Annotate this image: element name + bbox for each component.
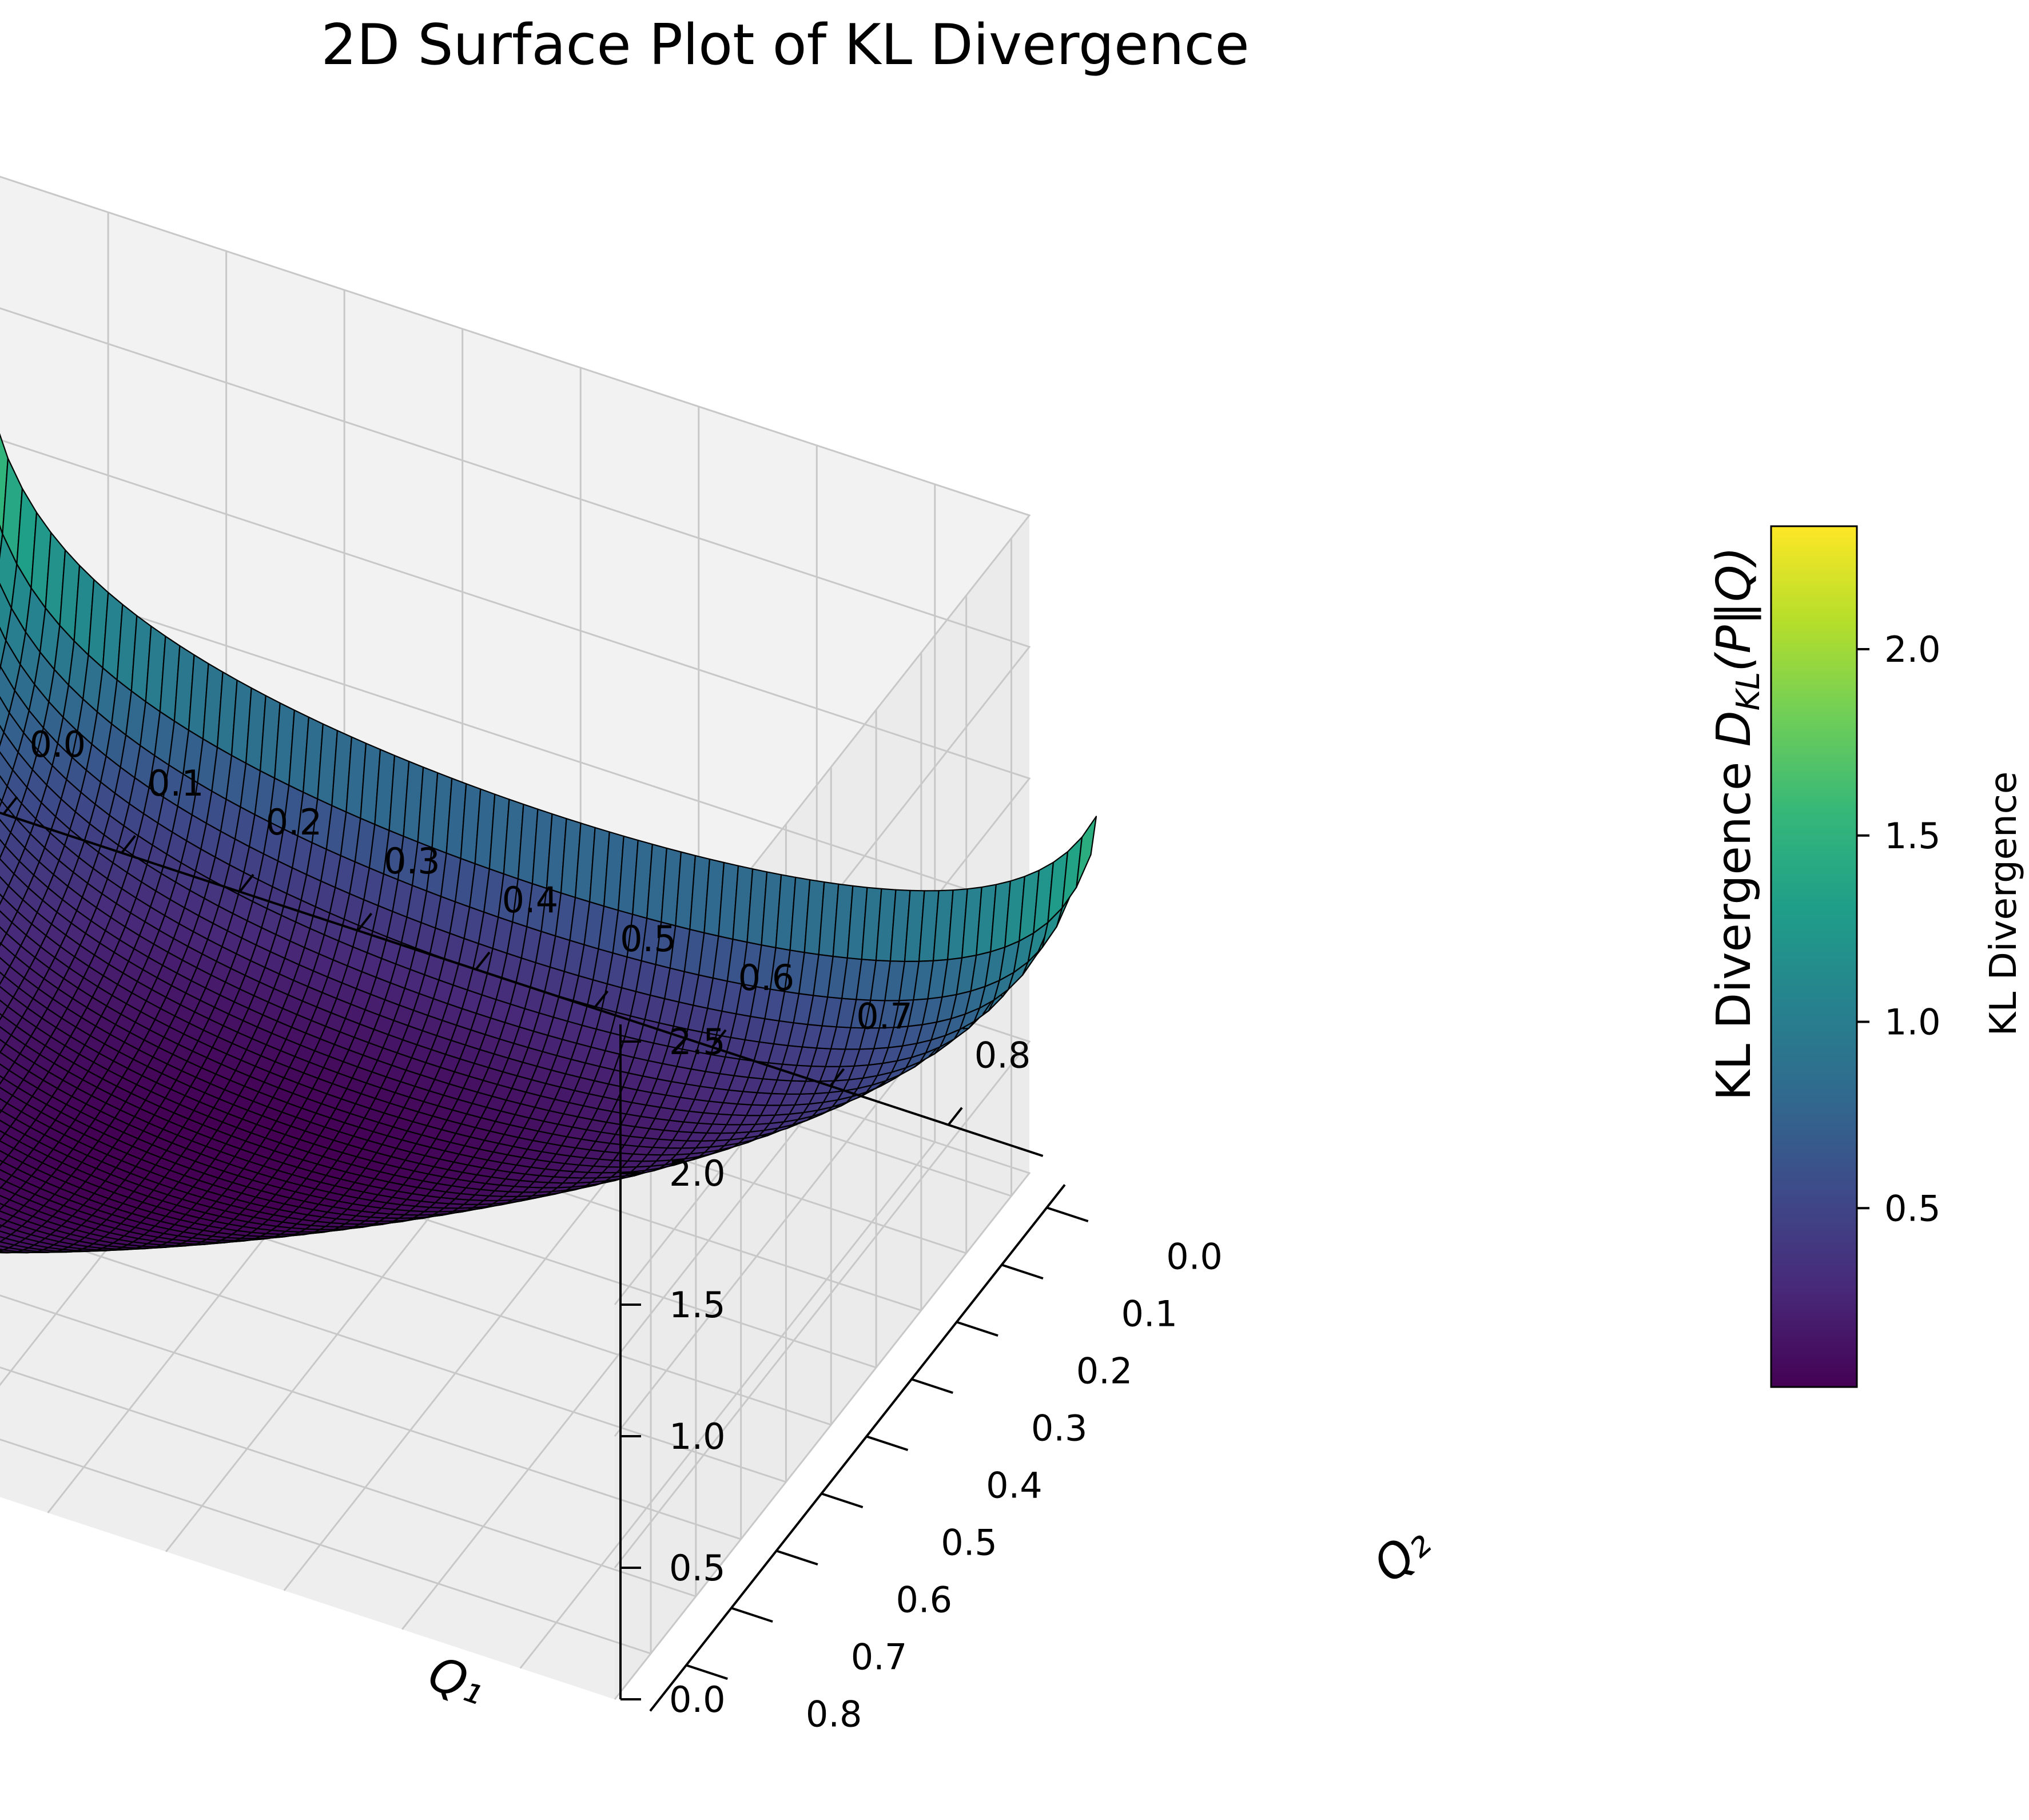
floor-grid-line-q2 <box>0 1366 697 1598</box>
y-tick-label: 0.3 <box>1031 1407 1088 1449</box>
x-tick-label: 0.1 <box>148 762 204 804</box>
y-tick-mark <box>911 1378 953 1394</box>
x-tick-mark <box>238 873 254 893</box>
z-axis-label-prefix: KL Divergence <box>1707 747 1761 1101</box>
y-tick-mark <box>866 1435 909 1452</box>
z-axis-label-subscript: KL <box>1730 672 1767 711</box>
floor-grid-line-q2 <box>0 1294 742 1540</box>
chart-title: 2D Surface Plot of KL Divergence <box>321 13 1249 78</box>
floor-grid-line-q2 <box>0 1438 651 1655</box>
colorbar-label: KL Divergence <box>1983 772 2025 1036</box>
y-tick-mark <box>1046 1206 1089 1223</box>
z-tick-label: 2.5 <box>669 1021 726 1063</box>
y-tick-mark <box>821 1492 864 1509</box>
x-axis-ticks: 0.0 0.1 0.2 0.3 0.4 0.5 0.6 0.7 0.8 <box>2 724 1031 1126</box>
kl-surface <box>0 433 1097 1254</box>
x-tick-mark <box>357 912 373 932</box>
y-axis-ticks: 0.0 0.1 0.2 0.3 0.4 0.5 0.6 0.7 0.8 <box>686 1206 1223 1735</box>
colorbar-ticks: 0.5 1.0 1.5 2.0 <box>1857 629 1941 1229</box>
x-tick-label: 0.7 <box>856 996 913 1038</box>
z-axis-ticks: 0.0 0.5 1.0 1.5 2.0 2.5 <box>620 1021 726 1720</box>
x-tick-mark <box>947 1107 963 1126</box>
x-tick-mark <box>711 1029 727 1048</box>
colorbar-tick-label: 1.5 <box>1884 815 1941 857</box>
x-tick-label: 0.2 <box>266 801 323 843</box>
x-tick-mark <box>121 835 136 854</box>
y-tick-label: 0.6 <box>896 1579 952 1620</box>
x-tick-label: 0.3 <box>384 840 440 882</box>
colorbar-tick-label: 2.0 <box>1884 629 1941 670</box>
floor-grid-line-q1 <box>401 1102 818 1630</box>
z-tick-label: 1.0 <box>669 1416 726 1457</box>
x-axis-label: Q₁ <box>421 1646 492 1716</box>
z-tick-label: 0.5 <box>669 1547 726 1589</box>
surface-facet <box>1076 816 1097 888</box>
y-tick-label: 0.0 <box>1166 1235 1223 1277</box>
y-tick-mark <box>775 1549 818 1566</box>
x-tick-label: 0.8 <box>974 1035 1031 1076</box>
colorbar-gradient <box>1770 525 1858 1388</box>
y-tick-label: 0.8 <box>806 1693 862 1735</box>
y-tick-label: 0.7 <box>851 1636 908 1678</box>
axis-lines <box>0 812 1066 1712</box>
z-axis-label-args: (P‖Q) <box>1707 547 1761 672</box>
z-axis-label: KL Divergence DKL(P‖Q) <box>1707 547 1767 1101</box>
floor-grid-line-q2 <box>0 1222 786 1483</box>
colorbar-tick-label: 1.0 <box>1884 1002 1941 1043</box>
y-tick-mark <box>686 1664 728 1680</box>
x-tick-label: 0.4 <box>502 879 559 921</box>
y-tick-mark <box>956 1321 998 1337</box>
z-tick-label: 2.0 <box>669 1153 726 1194</box>
x-tick-label: 0.6 <box>738 957 795 999</box>
y-tick-label: 0.2 <box>1076 1350 1133 1392</box>
y-axis-line <box>649 1184 1066 1712</box>
y-tick-label: 0.5 <box>941 1521 997 1563</box>
z-tick-label: 0.0 <box>669 1679 726 1720</box>
x-tick-label: 0.0 <box>29 724 86 765</box>
y-axis-label: Q₂ <box>1363 1516 1441 1594</box>
z-axis-label-symbol: D <box>1707 710 1761 746</box>
floor-grid-line-q1 <box>519 1141 936 1669</box>
y-tick-mark <box>731 1607 773 1623</box>
x-tick-mark <box>829 1068 845 1087</box>
x-tick-mark <box>2 796 18 815</box>
y-tick-mark <box>1001 1263 1044 1280</box>
x-tick-mark <box>475 951 491 971</box>
colorbar: 0.5 1.0 1.5 2.0 KL Divergence <box>1770 525 2025 1388</box>
wall-grid-line-z <box>0 176 1031 1042</box>
x-tick-mark <box>593 990 609 1010</box>
y-tick-label: 0.4 <box>986 1464 1043 1506</box>
z-tick-label: 1.5 <box>669 1284 726 1326</box>
y-tick-label: 0.1 <box>1121 1293 1177 1334</box>
x-axis-line <box>0 812 1044 1157</box>
x-tick-label: 0.5 <box>620 918 677 960</box>
colorbar-tick-label: 0.5 <box>1884 1187 1941 1229</box>
